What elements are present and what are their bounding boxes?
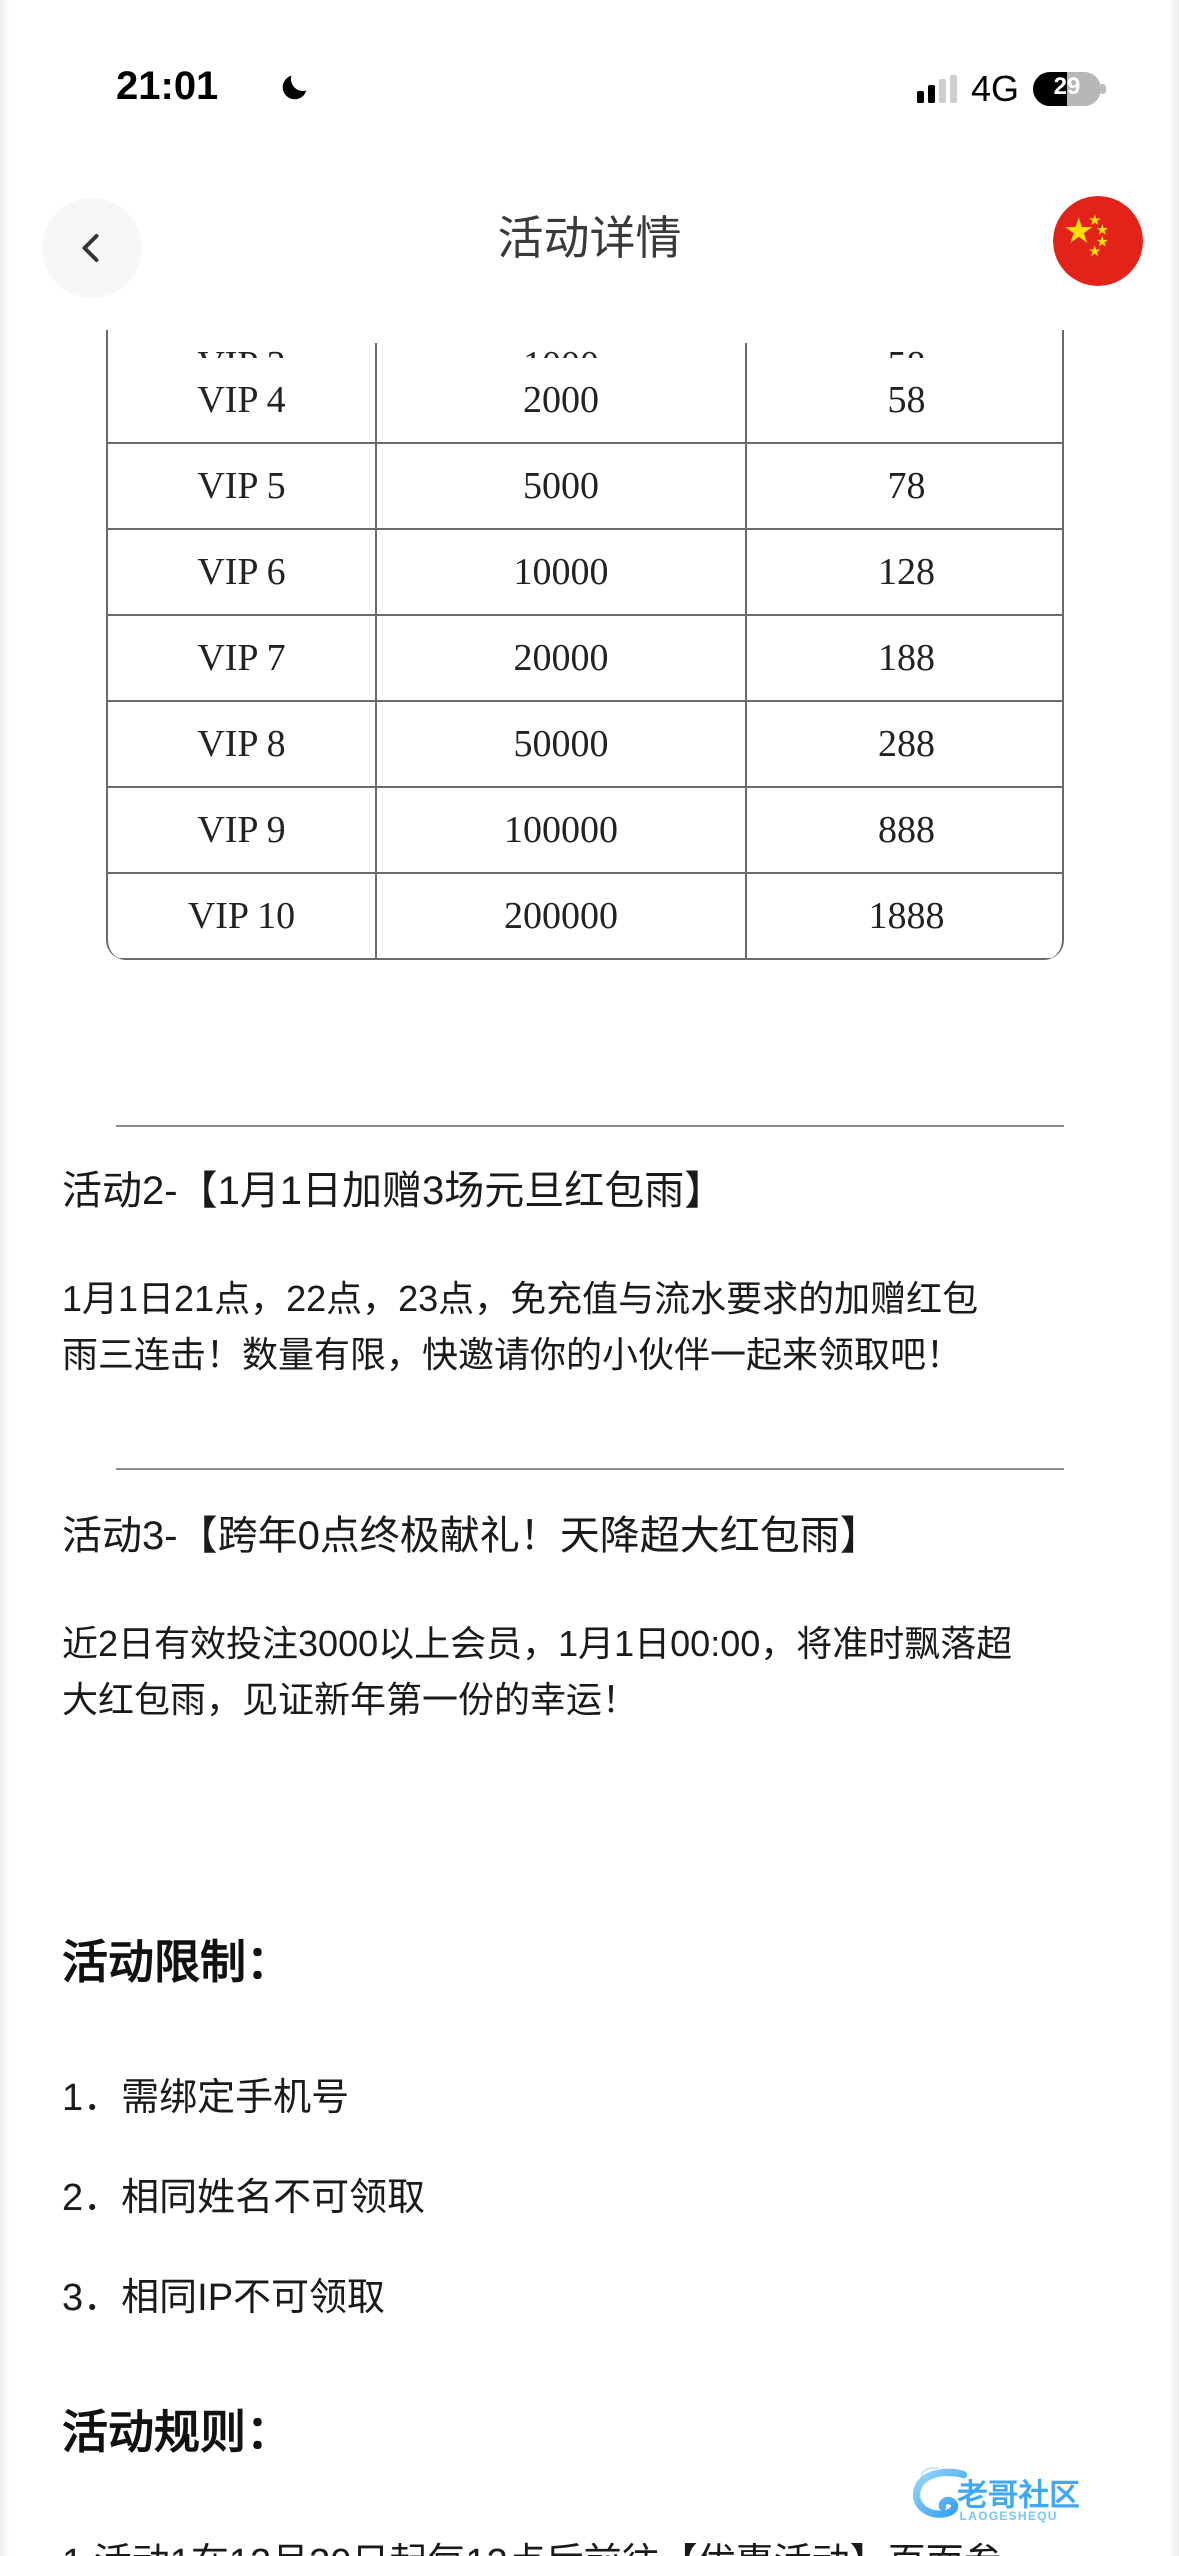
svg-text:老哥社区: 老哥社区 xyxy=(957,2477,1080,2512)
svg-text:LAOGESHEQU: LAOGESHEQU xyxy=(960,2509,1058,2523)
